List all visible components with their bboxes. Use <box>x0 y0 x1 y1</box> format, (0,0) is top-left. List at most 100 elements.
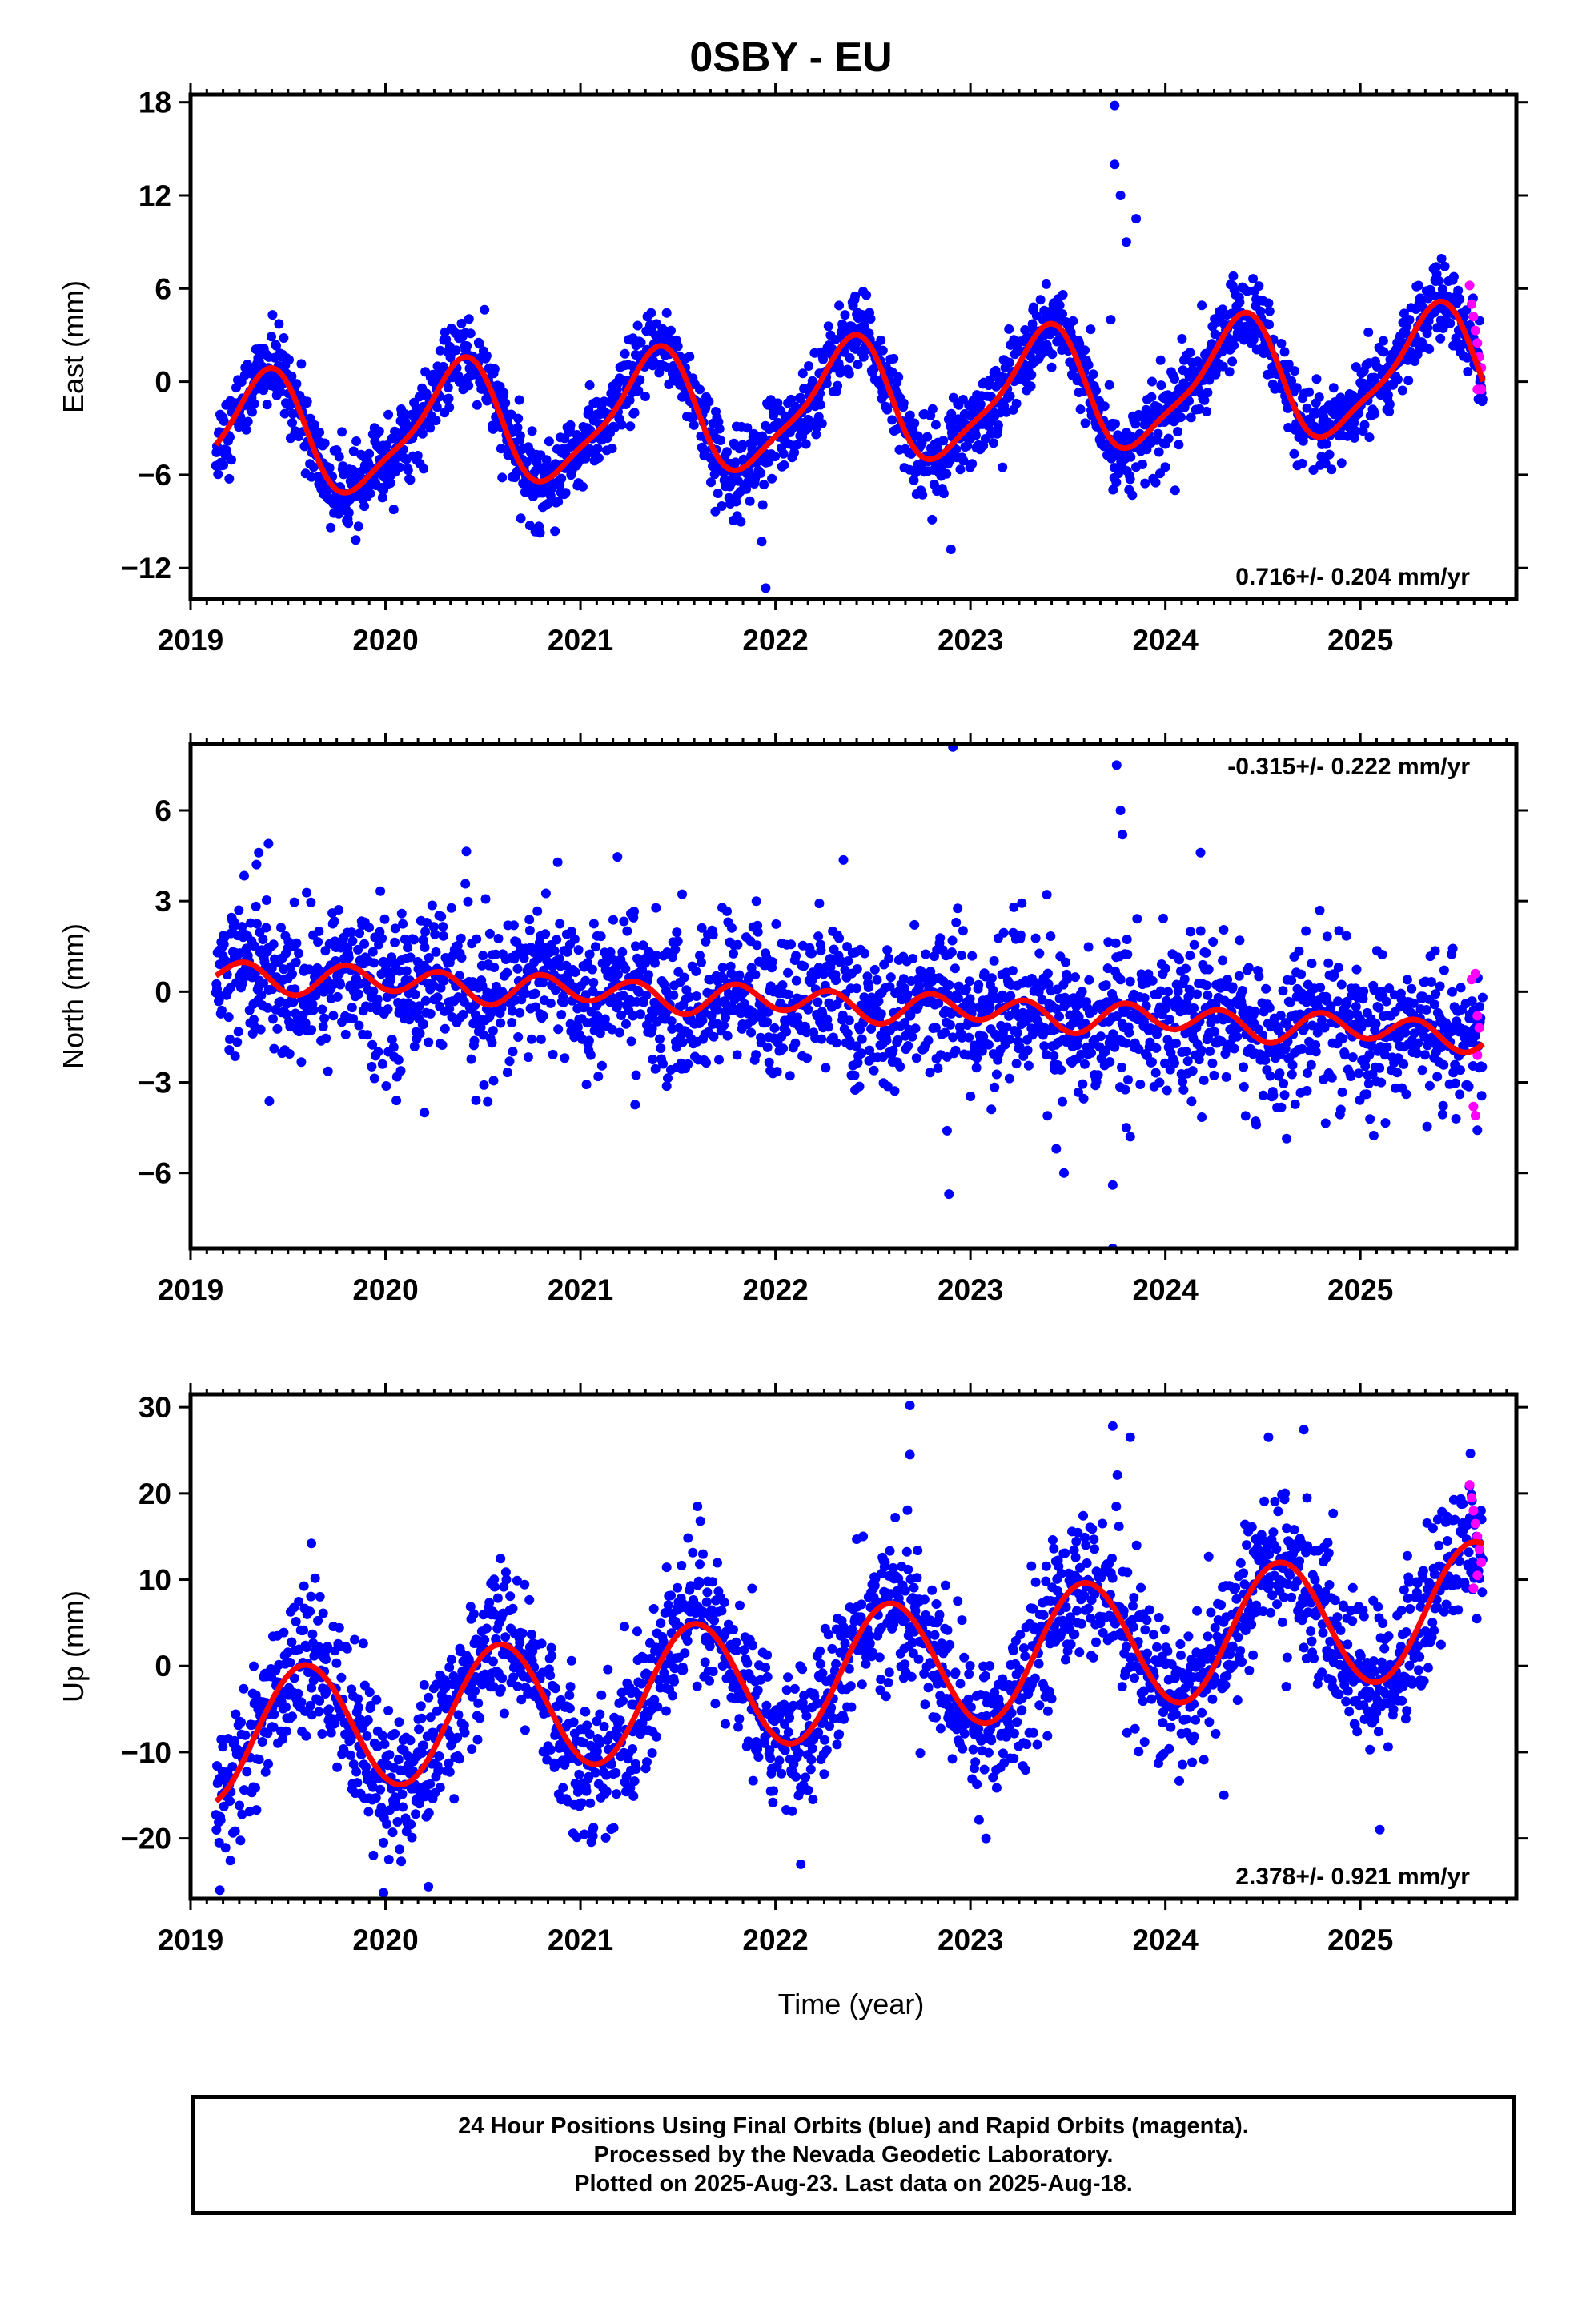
data-point <box>1301 926 1311 936</box>
data-point <box>716 436 725 445</box>
rapid-point <box>1470 325 1480 336</box>
data-point <box>1344 1009 1355 1019</box>
data-point <box>258 935 268 944</box>
data-point <box>544 436 554 447</box>
data-point <box>1424 1080 1435 1091</box>
data-point <box>953 903 963 914</box>
data-point <box>1439 261 1450 271</box>
data-point <box>556 1010 567 1020</box>
data-point <box>1134 1044 1144 1055</box>
data-point <box>882 404 893 415</box>
data-point <box>648 356 658 366</box>
data-point <box>1321 439 1331 449</box>
data-point <box>1227 356 1238 367</box>
data-point <box>1258 1090 1268 1100</box>
data-point <box>608 915 618 925</box>
data-point <box>1384 407 1395 417</box>
data-point <box>844 368 854 379</box>
data-point <box>1162 1085 1172 1096</box>
data-point <box>802 1053 813 1063</box>
y-tick-label: 6 <box>155 272 171 305</box>
data-point <box>1276 1102 1287 1112</box>
data-point <box>409 1041 420 1051</box>
data-point <box>1279 1078 1289 1088</box>
data-point <box>909 475 919 485</box>
data-point <box>833 380 843 391</box>
data-point <box>1218 361 1228 372</box>
data-point <box>1306 1059 1316 1070</box>
data-point <box>1192 989 1203 999</box>
data-point <box>1207 339 1217 349</box>
data-point <box>1375 1063 1385 1073</box>
data-point <box>811 970 821 980</box>
data-point <box>549 946 560 956</box>
data-point <box>565 420 576 430</box>
data-point <box>1451 1113 1461 1124</box>
data-point <box>1283 359 1294 369</box>
data-point <box>1439 965 1449 975</box>
outlier-point <box>1107 1180 1118 1190</box>
data-point <box>478 951 488 961</box>
data-point <box>917 438 927 448</box>
x-tick-label: 2020 <box>352 1273 418 1306</box>
data-point <box>1173 427 1182 436</box>
data-point <box>902 990 913 1000</box>
data-point <box>882 1081 893 1092</box>
data-point <box>613 969 623 979</box>
data-point <box>1477 394 1488 404</box>
data-point <box>469 1035 480 1046</box>
data-point <box>287 418 297 428</box>
data-point <box>958 395 968 404</box>
data-point <box>1058 309 1067 319</box>
data-point <box>1197 1112 1207 1122</box>
data-point <box>767 957 777 967</box>
data-point <box>865 314 876 324</box>
data-point <box>218 1742 228 1752</box>
data-point <box>1147 1057 1157 1068</box>
data-point <box>1112 1011 1122 1021</box>
data-point <box>1186 927 1195 937</box>
plot-area <box>211 744 1488 1248</box>
data-point <box>1012 346 1022 356</box>
data-point <box>545 491 556 501</box>
data-point <box>1265 1071 1275 1081</box>
data-point <box>496 1018 506 1028</box>
data-point <box>908 954 918 963</box>
data-point <box>738 454 749 464</box>
data-point <box>321 1033 331 1043</box>
data-point <box>259 978 268 988</box>
data-point <box>632 320 643 331</box>
data-point <box>288 997 299 1007</box>
data-point <box>390 426 400 436</box>
data-point <box>540 929 551 939</box>
data-point <box>1183 991 1194 1002</box>
plot-frame <box>188 92 1519 601</box>
data-point <box>249 941 259 951</box>
data-point <box>1005 391 1015 401</box>
data-point <box>830 335 841 345</box>
data-point <box>990 1082 1000 1092</box>
data-point <box>804 361 814 371</box>
data-point <box>1218 955 1228 966</box>
data-point <box>1023 1060 1034 1071</box>
data-point <box>1104 380 1114 390</box>
data-point <box>882 945 893 955</box>
data-point <box>396 1066 406 1076</box>
data-point <box>822 1015 833 1025</box>
data-point <box>410 989 420 999</box>
data-point <box>757 500 768 510</box>
data-point <box>791 975 801 986</box>
data-point <box>1436 254 1447 263</box>
data-point <box>554 954 564 964</box>
plot-area <box>211 1401 1488 1898</box>
data-point <box>942 468 952 479</box>
data-point <box>884 953 894 963</box>
data-point <box>1374 1003 1384 1013</box>
data-point <box>1219 925 1229 935</box>
data-point <box>1456 983 1466 993</box>
data-point <box>1026 370 1037 380</box>
data-point <box>1328 383 1339 393</box>
data-point <box>377 1059 387 1069</box>
data-point <box>845 353 855 363</box>
data-point <box>630 1100 640 1110</box>
